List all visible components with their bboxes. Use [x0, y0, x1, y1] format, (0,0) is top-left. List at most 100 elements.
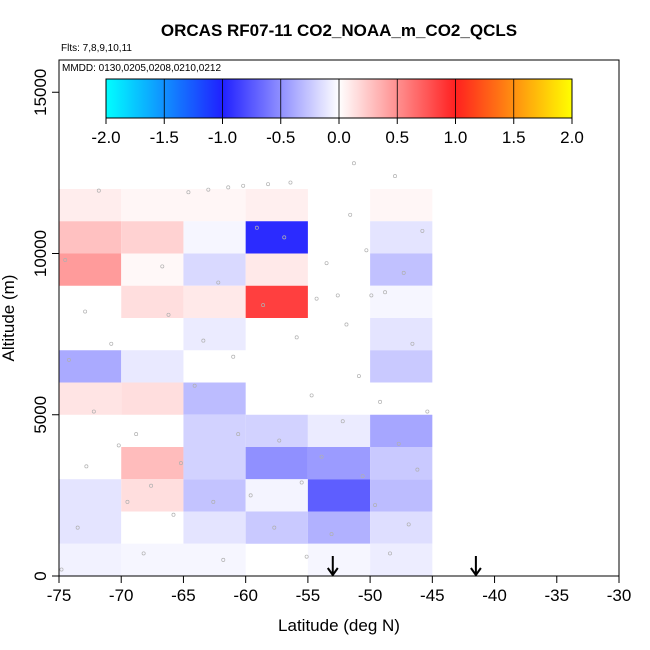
colorbar-tick-label: 1.0 [444, 128, 468, 147]
sample-point [186, 190, 191, 195]
sample-point [348, 212, 353, 217]
x-tick-label: -30 [607, 586, 632, 605]
sample-point [192, 383, 197, 388]
heatmap-cell [59, 221, 122, 254]
sample-point [299, 480, 304, 485]
heatmap-cell [121, 253, 184, 286]
colorbar-tick-label: -1.5 [150, 128, 179, 147]
y-tick-label: 5000 [31, 396, 50, 434]
y-axis-label: Altitude (m) [0, 275, 18, 362]
heatmap-cell [59, 189, 122, 222]
heatmap-cell [183, 221, 246, 254]
chart-title: ORCAS RF07-11 CO2_NOAA_m_CO2_QCLS [161, 21, 517, 40]
sample-point [211, 499, 216, 504]
y-axis: 0 5000 10000 15000 [31, 69, 59, 581]
sample-point [84, 464, 89, 469]
heatmap-cell [370, 318, 433, 351]
y-tick-label: 15000 [31, 69, 50, 116]
colorbar: -2.0 -1.5 -1.0 -0.5 0.0 0.5 1.0 1.5 2.0 [91, 78, 584, 147]
heatmap-cell [370, 447, 433, 480]
sample-point [425, 409, 430, 414]
sample-point [160, 264, 165, 269]
sample-point [406, 522, 411, 527]
x-tick-label: -60 [233, 586, 258, 605]
sample-point [216, 280, 221, 285]
y-tick-label: 10000 [31, 230, 50, 277]
sample-point [309, 393, 314, 398]
heatmap-cell [59, 253, 122, 286]
sample-point [91, 409, 96, 414]
heatmap-cell [245, 253, 308, 286]
sample-point [420, 228, 425, 233]
sample-point [393, 174, 397, 179]
sample-point [383, 290, 387, 295]
sample-point [266, 182, 271, 187]
sample-point [314, 296, 319, 301]
colorbar-tick-label: -1.0 [208, 128, 237, 147]
sample-point [134, 432, 139, 437]
sample-point [141, 551, 146, 556]
x-axis: -75 -70 -65 -60 -55 -50 -45 -40 -35 -30 [47, 576, 632, 605]
sample-point [241, 183, 246, 188]
sample-point [231, 354, 236, 359]
sample-point [277, 438, 282, 443]
heatmap-cell [59, 350, 122, 383]
heatmap-cell [121, 511, 184, 544]
sample-point [373, 503, 378, 507]
heatmap-cell [245, 414, 308, 447]
heatmap-cell [121, 189, 184, 222]
heatmap-cell [307, 511, 371, 544]
sample-point [351, 161, 356, 166]
sample-point [294, 335, 299, 340]
flight-arrow [470, 556, 482, 577]
heatmap-cell [245, 447, 308, 480]
sample-point [59, 567, 64, 572]
sample-point [248, 493, 253, 498]
heatmap-cell [370, 414, 433, 447]
heatmap-cell [370, 221, 433, 254]
colorbar-tick-label: -2.0 [91, 128, 120, 147]
heatmap-cell [370, 285, 433, 318]
sample-point [261, 303, 266, 308]
heatmap-cell [307, 479, 371, 512]
colorbar-ticks: -2.0 -1.5 -1.0 -0.5 0.0 0.5 1.0 1.5 2.0 [91, 79, 584, 147]
heatmap-cell [121, 447, 184, 480]
sample-point [344, 322, 349, 327]
sample-point [221, 557, 226, 562]
sample-point [369, 293, 374, 298]
colorbar-tick-label: 1.5 [502, 128, 526, 147]
sample-point [396, 441, 401, 446]
heatmap-cell [183, 189, 246, 222]
heatmap-cell [183, 414, 246, 447]
heatmap-cell [245, 189, 308, 222]
colorbar-tick-label: 2.0 [560, 128, 584, 147]
heatmap-cell [59, 543, 122, 576]
heatmap-cell [245, 479, 308, 512]
sample-point [282, 235, 287, 240]
heatmap-cell [370, 253, 433, 286]
sample-point [324, 261, 329, 266]
heatmap-cell [370, 350, 433, 383]
sample-point [254, 225, 259, 230]
heatmap-cell [121, 285, 184, 318]
heatmap-cell [183, 479, 246, 512]
heatmap-cell [183, 543, 246, 576]
sample-point [304, 554, 309, 559]
x-tick-label: -35 [544, 586, 569, 605]
heatmap-cell [183, 511, 246, 544]
sample-point [236, 432, 241, 437]
heatmap-cell [245, 221, 308, 254]
sample-point [149, 483, 154, 488]
y-tick-label: 0 [31, 571, 50, 580]
x-tick-label: -70 [109, 586, 134, 605]
sample-point [401, 270, 406, 275]
sample-point [288, 180, 293, 185]
sample-point [356, 374, 361, 378]
heatmap-cell [370, 511, 433, 544]
sample-point [206, 187, 211, 192]
sample-point [67, 357, 71, 362]
heatmap-cell [307, 543, 371, 576]
sample-point [171, 512, 176, 517]
sample-point [125, 499, 130, 504]
